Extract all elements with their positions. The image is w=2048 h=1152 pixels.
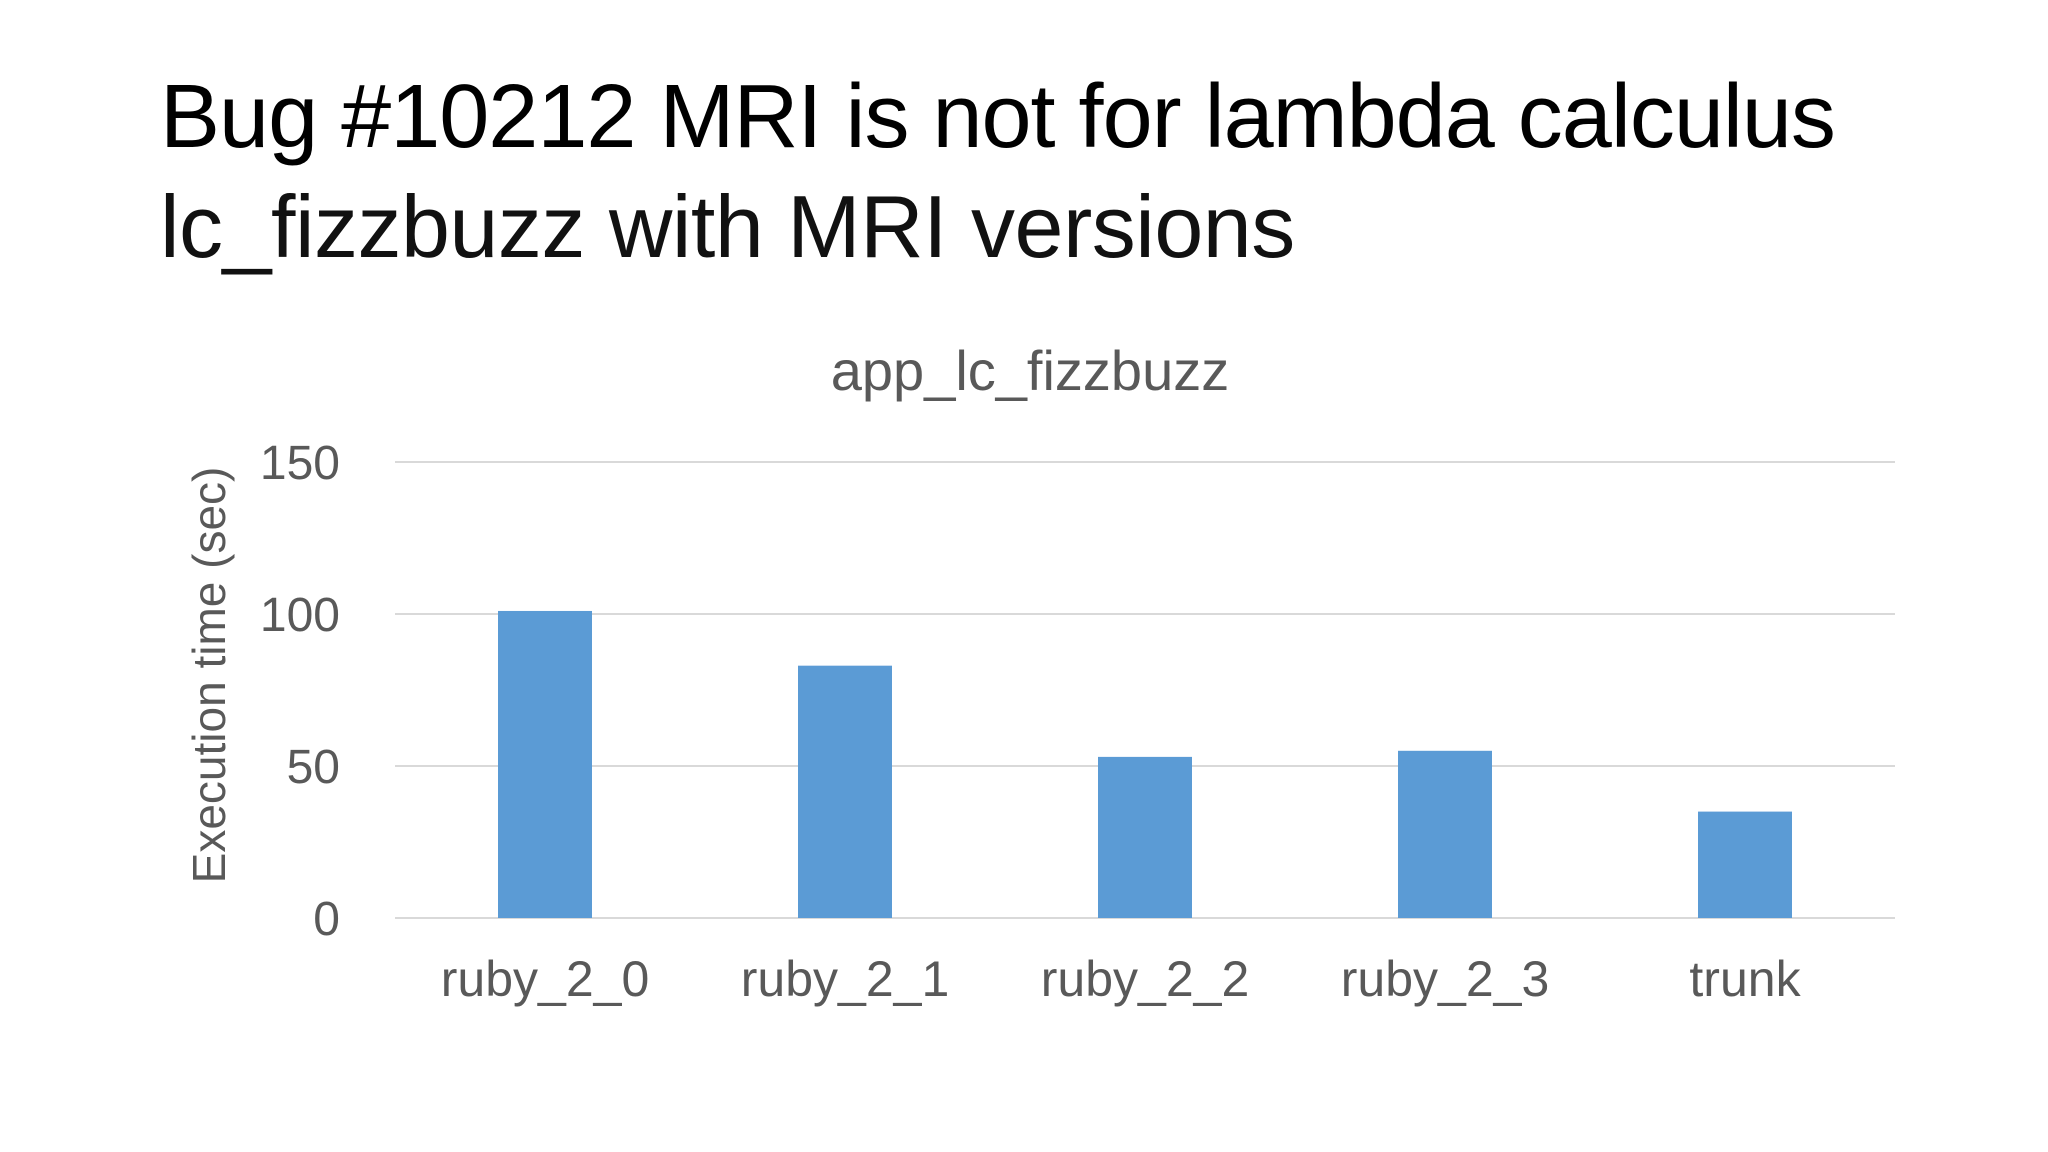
bar-ruby_2_1 bbox=[798, 665, 892, 918]
y-tick-label: 50 bbox=[287, 741, 340, 794]
bar-ruby_2_0 bbox=[498, 610, 592, 918]
bar-ruby_2_2 bbox=[1098, 756, 1192, 918]
x-axis-tick-labels: ruby_2_0 ruby_2_1 ruby_2_2 ruby_2_3 trunk bbox=[441, 951, 1802, 1007]
x-tick-label: ruby_2_0 bbox=[441, 951, 650, 1007]
x-tick-label: ruby_2_3 bbox=[1341, 951, 1550, 1007]
x-tick-label: ruby_2_1 bbox=[741, 951, 950, 1007]
slide-subtitle: lc_fizzbuzz with MRI versions bbox=[160, 177, 1295, 276]
bar-ruby_2_3 bbox=[1398, 750, 1492, 918]
chart-title: app_lc_fizzbuzz bbox=[831, 339, 1229, 402]
y-axis-title: Execution time (sec) bbox=[183, 467, 235, 884]
x-tick-label: trunk bbox=[1689, 951, 1801, 1007]
bars bbox=[498, 610, 1792, 918]
x-tick-label: ruby_2_2 bbox=[1041, 951, 1250, 1007]
bar-trunk bbox=[1698, 811, 1792, 918]
y-axis-tick-labels: 0 50 100 150 bbox=[260, 437, 340, 946]
y-tick-label: 0 bbox=[313, 893, 340, 946]
slide-title: Bug #10212 MRI is not for lambda calculu… bbox=[160, 67, 1836, 167]
y-tick-label: 100 bbox=[260, 589, 340, 642]
y-tick-label: 150 bbox=[260, 437, 340, 490]
